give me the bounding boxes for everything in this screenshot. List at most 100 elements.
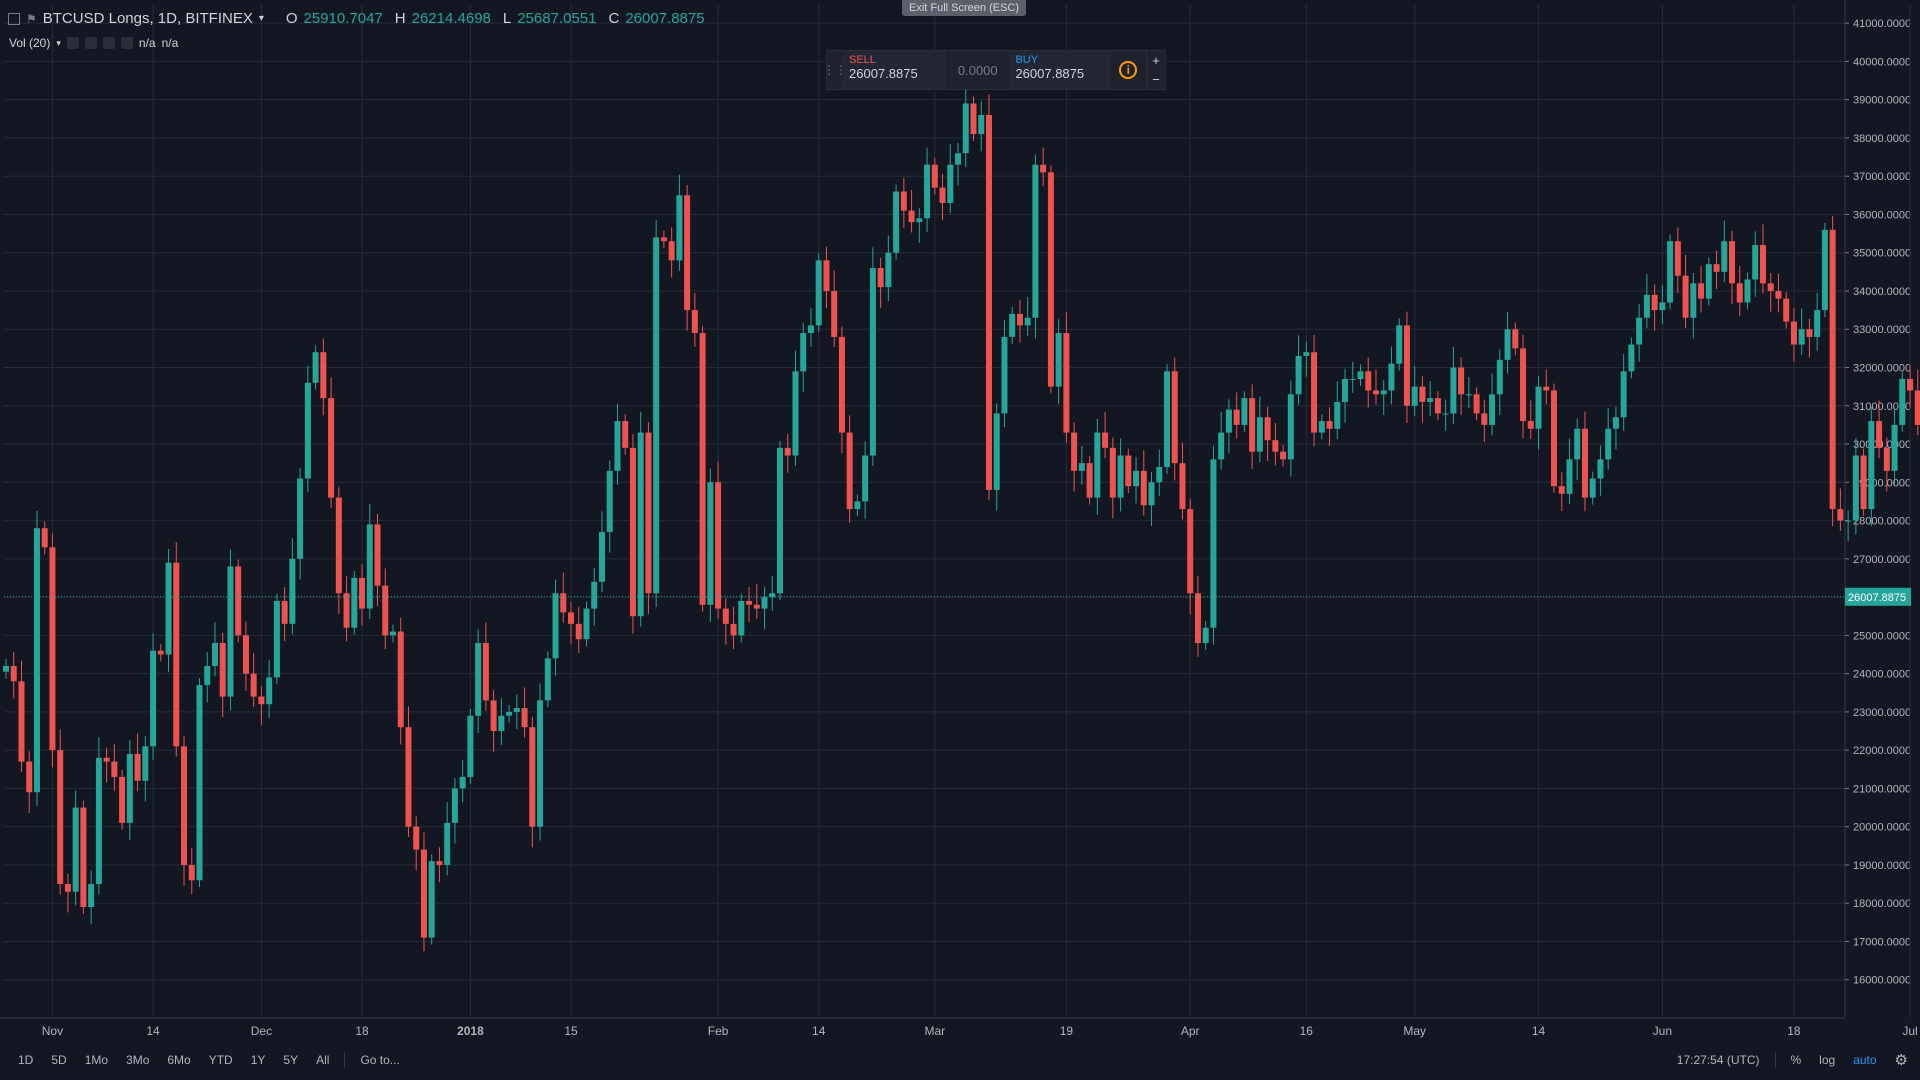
range-5d[interactable]: 5D <box>51 1053 67 1067</box>
open-label: O <box>285 10 298 27</box>
spread-value: 0.0000 <box>957 62 998 78</box>
candle-up <box>885 252 892 288</box>
price-tick-label: 19000.0000 <box>1853 860 1911 872</box>
log-toggle[interactable]: log <box>1819 1053 1836 1067</box>
range-1d[interactable]: 1D <box>18 1053 34 1067</box>
candle-down <box>831 290 838 337</box>
candle-down <box>57 750 64 885</box>
symbol-title[interactable]: BTCUSD Longs, 1D, BITFINEX <box>42 10 253 27</box>
info-button[interactable]: i <box>1111 51 1147 89</box>
plus-button[interactable]: + <box>1152 53 1160 68</box>
candle-up <box>769 593 776 598</box>
candle-down <box>1365 371 1372 391</box>
candle-up <box>1643 294 1650 318</box>
candle-up <box>707 482 714 605</box>
range-all[interactable]: All <box>316 1053 330 1067</box>
gear-icon[interactable]: ⚙ <box>1894 1052 1908 1069</box>
candle-down <box>343 593 350 628</box>
price-tick-label: 41000.0000 <box>1853 18 1911 30</box>
candle-down <box>838 336 845 433</box>
candle-up <box>211 643 218 666</box>
candle-down <box>1179 463 1186 510</box>
candle-down <box>1171 371 1178 464</box>
drag-handle-icon[interactable]: ⋮⋮ <box>823 63 847 77</box>
range-3mo[interactable]: 3Mo <box>126 1053 150 1067</box>
quantity-stepper[interactable]: + − <box>1146 51 1165 89</box>
candle-down <box>490 700 497 732</box>
range-6mo[interactable]: 6Mo <box>167 1053 191 1067</box>
candle-up <box>862 455 869 502</box>
candle-down <box>18 681 25 762</box>
candle-down <box>529 727 536 827</box>
time-tick-label: Nov <box>42 1024 63 1038</box>
high-value: 26214.4698 <box>411 10 491 27</box>
candle-up <box>1450 367 1457 414</box>
candle-up <box>1287 394 1294 460</box>
price-tick-label: 35000.0000 <box>1853 248 1911 260</box>
buy-button[interactable]: BUY 26007.8875 <box>1009 51 1111 89</box>
candle-up <box>467 715 474 777</box>
candle-down <box>1311 352 1318 433</box>
collapse-legend-icon[interactable] <box>8 12 20 25</box>
candle-down <box>1264 417 1271 441</box>
candle-down <box>715 482 722 609</box>
candle-up <box>297 478 304 559</box>
percent-toggle[interactable]: % <box>1790 1053 1802 1067</box>
candle-down <box>1194 593 1201 644</box>
eye-icon[interactable] <box>66 37 79 49</box>
candle-down <box>684 195 691 311</box>
exit-fullscreen-button[interactable]: Exit Full Screen (ESC) <box>902 0 1026 16</box>
price-tick-label: 37000.0000 <box>1853 171 1911 183</box>
candle-down <box>1272 440 1279 452</box>
range-ytd[interactable]: YTD <box>208 1053 233 1067</box>
clock-time[interactable]: 17:27:54 (UTC) <box>1676 1053 1760 1067</box>
goto-button[interactable]: Go to... <box>360 1053 400 1067</box>
range-1mo[interactable]: 1Mo <box>84 1053 109 1067</box>
candle-down <box>1419 386 1426 402</box>
candle-down <box>1674 241 1681 276</box>
range-5y[interactable]: 5Y <box>283 1053 299 1067</box>
candle-up <box>653 237 660 594</box>
candle-up <box>598 532 605 582</box>
volume-label[interactable]: Vol (20) <box>9 36 51 50</box>
low-label: L <box>502 10 512 27</box>
minus-button[interactable]: − <box>1152 72 1160 87</box>
flag-icon[interactable]: ⚑ <box>26 11 37 26</box>
candle-down <box>1047 172 1054 387</box>
candle-down <box>181 746 188 865</box>
volume-ma-value: n/a <box>161 36 179 50</box>
candle-down <box>1125 455 1132 487</box>
price-tick-label: 36000.0000 <box>1853 209 1911 221</box>
candle-down <box>1907 378 1914 391</box>
range-1y[interactable]: 1Y <box>250 1053 266 1067</box>
price-tick-label: 34000.0000 <box>1853 286 1911 298</box>
candle-up <box>304 382 311 479</box>
chart-legend: ⚑ BTCUSD Longs, 1D, BITFINEX ▾ O 25910.70… <box>8 10 705 27</box>
auto-scale-toggle[interactable]: auto <box>1853 1053 1877 1067</box>
candle-up <box>1349 378 1356 380</box>
price-tick-label: 32000.0000 <box>1853 363 1911 375</box>
candle-down <box>699 333 706 605</box>
candle-up <box>1744 279 1751 303</box>
candle-up <box>962 103 969 154</box>
candle-down <box>235 566 242 636</box>
price-tick-label: 21000.0000 <box>1853 783 1911 795</box>
candle-up <box>1210 459 1217 628</box>
candle-down <box>157 650 164 655</box>
close-icon[interactable] <box>120 37 133 49</box>
candle-down <box>1767 283 1774 291</box>
candle-down <box>482 643 489 701</box>
settings-icon[interactable] <box>84 37 97 49</box>
chevron-down-icon[interactable]: ▾ <box>258 13 264 24</box>
candle-up <box>459 776 466 789</box>
sell-button[interactable]: SELL 26007.8875 <box>843 51 947 89</box>
candle-down <box>1520 348 1527 422</box>
chevron-down-icon[interactable]: ▾ <box>56 37 61 48</box>
candle-down <box>1860 455 1867 510</box>
candle-down <box>1071 432 1078 471</box>
plus-icon[interactable] <box>102 37 115 49</box>
candle-down <box>939 187 946 203</box>
volume-indicator[interactable]: Vol (20) ▾ n/a n/a <box>9 36 178 50</box>
